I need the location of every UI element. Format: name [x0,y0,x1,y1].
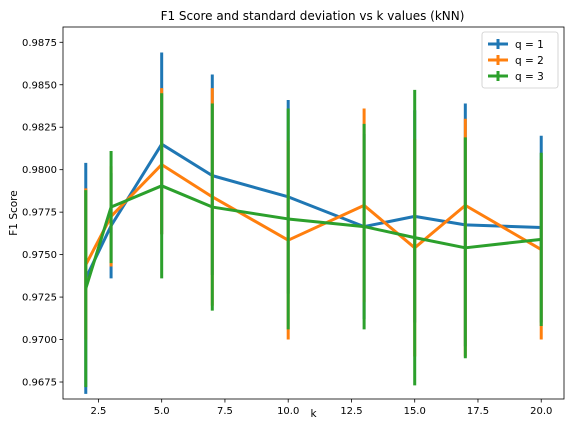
y-tick-label: 0.9700 [22,335,57,346]
y-axis-label: F1 Score [8,190,20,235]
x-tick-label: 15.0 [404,406,426,417]
y-tick-label: 0.9875 [22,38,57,49]
y-tick-label: 0.9675 [22,378,57,389]
x-tick-label: 20.0 [530,406,552,417]
y-axis: 0.9675 0.9700 0.9725 0.9750 0.9775 0.9800 0.98… [22,38,63,389]
y-tick-label: 0.9825 [22,123,57,134]
x-axis-label: k [310,408,317,420]
legend-item: q = 1 [488,39,544,51]
x-tick-label: 7.5 [217,406,233,417]
series-line [84,184,542,290]
series-3 [84,89,543,388]
legend: q = 1 q = 2 q = 3 [481,31,559,89]
y-tick-label: 0.9750 [22,250,57,261]
chart-title: F1 Score and standard deviation vs k val… [161,9,465,23]
legend-item: q = 3 [488,71,544,83]
y-tick-label: 0.9800 [22,165,57,176]
legend-label: q = 2 [515,55,544,67]
x-tick-label: 12.5 [340,406,362,417]
plot-frame [62,26,565,400]
x-axis: 2.5 5.0 7.5 10.0 12.5 15.0 17.5 20.0 [90,399,552,417]
legend-box [481,31,559,89]
legend-label: q = 3 [515,71,544,83]
y-tick-label: 0.9850 [22,80,57,91]
series-layer [84,52,543,394]
legend-item: q = 2 [488,55,544,67]
x-tick-label: 17.5 [467,406,489,417]
y-tick-label: 0.9725 [22,293,57,304]
x-tick-label: 10.0 [277,406,299,417]
x-tick-label: 5.0 [154,406,170,417]
y-tick-label: 0.9775 [22,208,57,219]
legend-label: q = 1 [515,39,544,51]
x-tick-label: 2.5 [90,406,106,417]
